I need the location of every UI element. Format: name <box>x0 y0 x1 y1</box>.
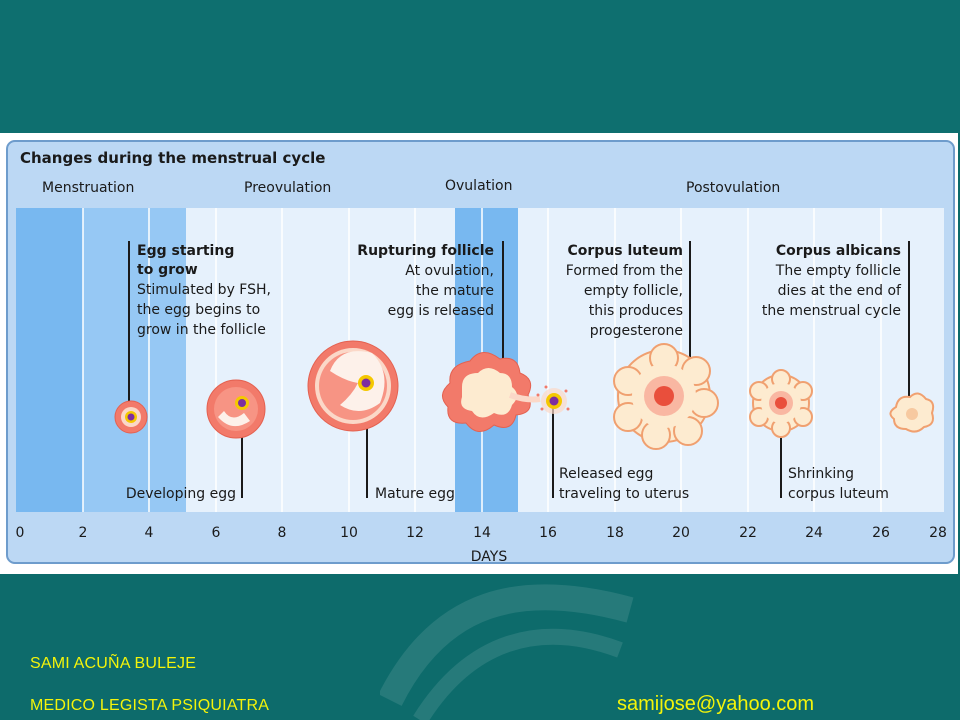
footer-author: SAMI ACUÑA BULEJE <box>30 655 197 672</box>
menstruation-band-light <box>83 208 186 512</box>
corpus-albicans <box>889 392 935 433</box>
label-mature-egg: Mature egg <box>375 486 455 502</box>
footer-email: samijose@yahoo.com <box>617 693 815 715</box>
phase-label-ovulation: Ovulation <box>445 178 512 194</box>
developing-follicle-medium <box>206 379 266 439</box>
callout-egg-starting-title-1: Egg starting <box>137 243 234 259</box>
rupturing-follicle <box>442 352 541 432</box>
axis-label-days: DAYS <box>471 549 508 565</box>
phase-label-preovulation: Preovulation <box>244 180 331 196</box>
callout-egg-starting-line-3: grow in the follicle <box>137 322 266 338</box>
axis-tick-6: 6 <box>212 525 221 541</box>
label-released-egg-2: traveling to uterus <box>559 486 689 502</box>
label-developing-egg: Developing egg <box>126 486 236 502</box>
axis-tick-16: 16 <box>539 525 557 541</box>
footer-role: MEDICO LEGISTA PSIQUIATRA <box>30 697 270 714</box>
developing-follicle-small <box>114 400 148 434</box>
background-swirl-decoration <box>380 584 634 720</box>
phase-label-menstruation: Menstruation <box>42 180 134 196</box>
axis-tick-22: 22 <box>739 525 757 541</box>
axis-tick-12: 12 <box>406 525 424 541</box>
callout-corpus-albicans-line-1: The empty follicle <box>775 263 901 279</box>
menstrual-cycle-figure: Changes during the menstrual cycle Menst… <box>0 133 958 574</box>
callout-rupturing-line-3: egg is released <box>388 303 494 319</box>
diagram-title: Changes during the menstrual cycle <box>20 149 325 167</box>
axis-tick-10: 10 <box>340 525 358 541</box>
corpus-luteum-large <box>613 343 719 450</box>
callout-corpus-luteum-line-4: progesterone <box>590 323 683 339</box>
axis-tick-14: 14 <box>473 525 491 541</box>
axis-tick-18: 18 <box>606 525 624 541</box>
callout-corpus-luteum-line-2: empty follicle, <box>584 283 683 299</box>
callout-corpus-luteum-line-3: this produces <box>589 303 683 319</box>
axis-tick-24: 24 <box>805 525 823 541</box>
callout-corpus-albicans-line-2: dies at the end of <box>778 283 902 299</box>
slide-bottom-band <box>0 574 960 720</box>
menstrual-cycle-diagram: Changes during the menstrual cycle Menst… <box>6 140 955 565</box>
callout-egg-starting-title-2: to grow <box>137 262 198 278</box>
axis-tick-20: 20 <box>672 525 690 541</box>
axis-tick-2: 2 <box>79 525 88 541</box>
callout-corpus-luteum-title: Corpus luteum <box>568 243 684 259</box>
axis-tick-8: 8 <box>278 525 287 541</box>
axis-tick-4: 4 <box>145 525 154 541</box>
callout-corpus-luteum-line-1: Formed from the <box>566 263 683 279</box>
callout-egg-starting-line-1: Stimulated by FSH, <box>137 282 271 298</box>
menstruation-band-dark <box>16 208 83 512</box>
released-egg <box>536 385 570 414</box>
phase-label-postovulation: Postovulation <box>686 180 780 196</box>
corpus-luteum-shrinking <box>749 369 813 438</box>
callout-egg-starting-line-2: the egg begins to <box>137 302 260 318</box>
label-shrinking-1: Shrinking <box>788 466 854 482</box>
callout-corpus-albicans-title: Corpus albicans <box>776 243 901 259</box>
callout-rupturing-title: Rupturing follicle <box>357 243 494 259</box>
axis-tick-26: 26 <box>872 525 890 541</box>
axis-tick-28: 28 <box>929 525 947 541</box>
callout-rupturing-line-1: At ovulation, <box>405 263 494 279</box>
mature-follicle <box>307 340 399 432</box>
callout-corpus-albicans-line-3: the menstrual cycle <box>762 303 901 319</box>
axis-tick-0: 0 <box>16 525 25 541</box>
label-released-egg-1: Released egg <box>559 466 653 482</box>
slide-top-band <box>0 0 960 133</box>
callout-rupturing-line-2: the mature <box>416 283 494 299</box>
label-shrinking-2: corpus luteum <box>788 486 889 502</box>
